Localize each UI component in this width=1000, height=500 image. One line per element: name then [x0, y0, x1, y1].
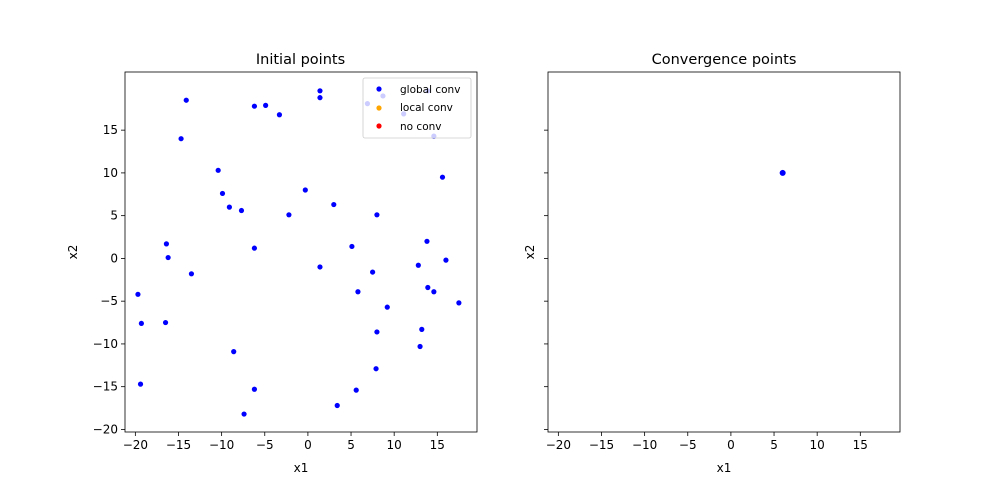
data-point [226, 204, 232, 210]
data-point [780, 170, 786, 176]
data-point [425, 284, 431, 291]
legend-marker-no-conv [376, 123, 382, 129]
plot-frame [124, 71, 478, 433]
y-tick-label: 5 [110, 209, 118, 223]
data-point [419, 326, 425, 332]
data-point [138, 320, 144, 327]
data-point [302, 187, 308, 193]
legend-box [362, 77, 472, 139]
x-tick-label: −5 [256, 438, 274, 452]
legend-label-local-conv: local conv [400, 102, 453, 114]
legend: global conv local conv no conv [362, 77, 472, 139]
x-tick-label: 0 [304, 438, 312, 452]
y-tick-label: 10 [103, 166, 118, 180]
y-axis-label: x2 [66, 245, 80, 260]
x-tick-label: −20 [123, 438, 148, 452]
y-tick-label: 15 [103, 123, 118, 137]
data-point [251, 103, 258, 109]
data-point [215, 167, 221, 173]
data-point [276, 112, 283, 118]
legend-marker-local-conv [376, 105, 382, 111]
chart-title: Convergence points [652, 52, 797, 68]
data-point [424, 238, 430, 244]
x-tick-label: 15 [430, 438, 445, 452]
legend-marker-global-conv [376, 86, 382, 92]
legend-label-global-conv: global conv [400, 84, 460, 96]
data-point [439, 174, 446, 180]
y-axis-label: x2 [523, 245, 537, 260]
data-point [135, 291, 141, 297]
data-point [317, 88, 323, 94]
x-tick-label: 10 [387, 438, 402, 452]
x-tick-label: −15 [166, 438, 191, 452]
convergence-points-panel: Convergence points −20 −15 −10 −5 0 5 10 15 x1 … [523, 52, 901, 475]
data-point [373, 366, 379, 372]
data-point [374, 212, 380, 218]
x-tick-label: −10 [632, 438, 657, 452]
plot-frame [547, 71, 901, 433]
data-point [331, 201, 337, 208]
x-tick-label: −5 [679, 438, 697, 452]
data-point [165, 254, 171, 261]
data-point [263, 102, 269, 108]
data-point [238, 207, 245, 214]
data-point [251, 245, 258, 251]
x-tick-label: −20 [546, 438, 571, 452]
x-tick-label: 10 [810, 438, 825, 452]
x-tick-label: −10 [209, 438, 234, 452]
x-tick-label: −15 [589, 438, 614, 452]
initial-points-panel: Initial points −20 −15 −10 −5 0 5 10 15 −20 −15 −1… [66, 52, 478, 475]
data-point [456, 300, 462, 306]
y-tick-label: 0 [110, 251, 118, 265]
data-point [162, 319, 169, 326]
y-tick-label: −5 [100, 294, 118, 308]
convergence-points-plot: −20 −15 −10 −5 0 5 10 15 [544, 129, 868, 452]
data-point [370, 269, 376, 275]
data-point [251, 386, 258, 392]
data-point [231, 349, 237, 355]
chart-title: Initial points [256, 52, 345, 68]
data-point [431, 289, 437, 295]
data-point [353, 387, 359, 393]
data-point [241, 411, 247, 417]
x-axis-label: x1 [294, 461, 309, 475]
data-point [317, 264, 323, 270]
data-point [355, 289, 361, 295]
data-point [317, 95, 323, 101]
data-point [137, 381, 144, 387]
data-point [417, 343, 423, 350]
data-point [334, 402, 340, 409]
y-tick-label: −10 [93, 337, 118, 351]
x-axis-label: x1 [717, 461, 732, 475]
x-tick-label: 5 [347, 438, 355, 452]
initial-points-plot: −20 −15 −10 −5 0 5 10 15 −20 −15 −10 −5 0 5 10 15 [93, 88, 462, 452]
data-point [163, 241, 170, 247]
legend-label-no-conv: no conv [400, 121, 441, 133]
data-point [384, 304, 390, 310]
data-point [219, 190, 226, 197]
x-tick-label: 15 [853, 438, 868, 452]
data-point [374, 329, 380, 335]
data-point [443, 257, 449, 263]
y-tick-label: −15 [93, 380, 118, 394]
x-tick-label: 5 [770, 438, 778, 452]
data-point [415, 262, 421, 268]
data-point [349, 243, 355, 250]
y-tick-label: −20 [93, 422, 118, 436]
data-point [286, 212, 292, 218]
x-tick-label: 0 [727, 438, 735, 452]
data-point [188, 271, 195, 277]
data-point [183, 97, 189, 103]
data-point [178, 136, 184, 142]
